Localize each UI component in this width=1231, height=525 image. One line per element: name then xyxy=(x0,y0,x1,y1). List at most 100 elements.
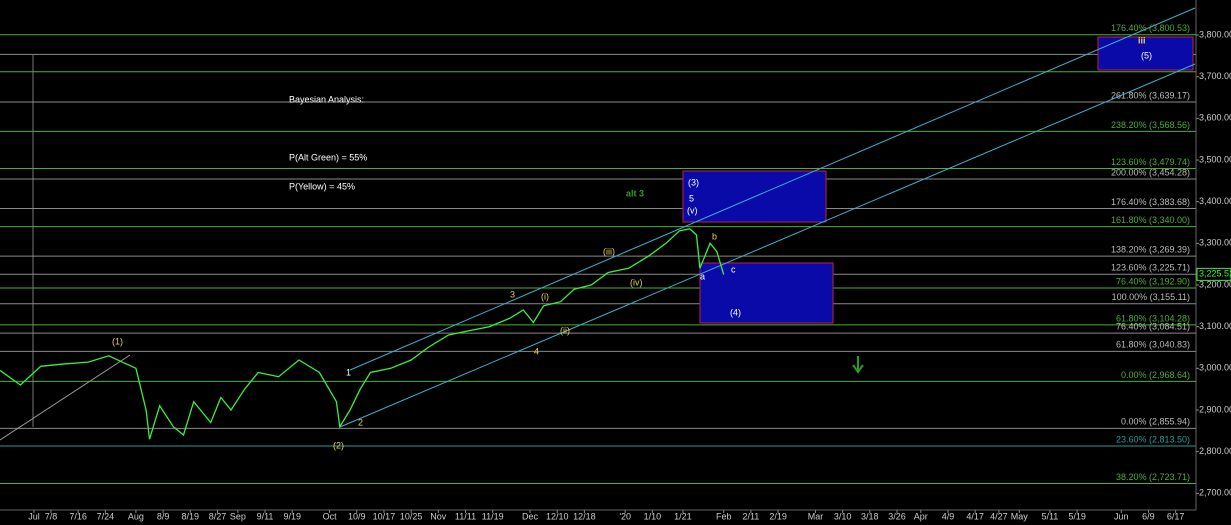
annotation: 4 xyxy=(534,346,539,356)
annotation: (ii) xyxy=(560,325,570,335)
x-tick-label: 2/11 xyxy=(742,511,759,521)
x-tick-label: Oct xyxy=(323,511,338,521)
level-label: 176.40% (3,383.68) xyxy=(1111,197,1190,207)
y-tick-label: 2,900.00 xyxy=(1199,404,1231,414)
x-tick-label: 5/19 xyxy=(1068,511,1086,521)
x-tick-label: May xyxy=(1011,511,1029,521)
annotation: (i) xyxy=(541,291,549,301)
level-label: 76.40% (3,084.51) xyxy=(1116,321,1190,331)
annotation: (iii) xyxy=(603,246,615,256)
x-tick-label: 11/11 xyxy=(455,511,476,521)
x-tick-label: 10/17 xyxy=(373,511,396,521)
y-tick-label: 3,300.00 xyxy=(1199,238,1231,248)
x-tick-label: 6/17 xyxy=(1167,511,1185,521)
x-tick-label: Mar xyxy=(808,511,824,521)
x-tick-label: Aug xyxy=(128,511,144,521)
level-label: 200.00% (3,454.28) xyxy=(1111,167,1190,177)
channel-line xyxy=(349,7,1196,371)
annotation: 3 xyxy=(510,289,515,299)
x-tick-label: Dec xyxy=(522,511,539,521)
annotation: P(Yellow) = 45% xyxy=(289,181,355,191)
level-label: 123.60% (3,479.74) xyxy=(1111,157,1190,167)
level-label: 0.00% (2,968.64) xyxy=(1121,370,1190,380)
level-label: 76.40% (3,192.90) xyxy=(1116,276,1190,286)
level-label: 123.60% (3,225.71) xyxy=(1111,263,1190,273)
x-tick-label: 4/9 xyxy=(942,511,955,521)
x-tick-label: 3/18 xyxy=(861,511,879,521)
x-tick-label: 8/9 xyxy=(157,511,170,521)
annotation: 2 xyxy=(358,417,363,427)
channel-line xyxy=(339,63,1196,428)
annotation: b xyxy=(712,231,717,241)
x-tick-label: 7/24 xyxy=(97,511,115,521)
level-label: 38.20% (2,723.71) xyxy=(1116,472,1190,482)
annotation: (5) xyxy=(1141,50,1152,60)
x-tick-label: 9/11 xyxy=(257,511,274,521)
annotation: a xyxy=(700,271,705,281)
x-tick-label: Apr xyxy=(914,511,928,521)
x-tick-label: 9/19 xyxy=(283,511,301,521)
x-tick-label: 3/10 xyxy=(834,511,852,521)
x-tick-label: 1/10 xyxy=(644,511,662,521)
annotation: 5 xyxy=(689,193,694,203)
price-line xyxy=(0,228,725,440)
y-tick-label: 3,400.00 xyxy=(1199,196,1231,206)
x-tick-label: Feb xyxy=(716,511,732,521)
x-tick-label: 10/25 xyxy=(400,511,423,521)
annotation: Bayesian Analysis: xyxy=(289,94,364,104)
x-tick-label: Nov xyxy=(430,511,447,521)
level-label: 100.00% (3,155.11) xyxy=(1112,292,1190,302)
x-tick-label: 4/27 xyxy=(990,511,1008,521)
annotation: 1 xyxy=(346,367,351,377)
annotation: iii xyxy=(1138,35,1146,45)
price-tag xyxy=(1196,267,1231,281)
y-tick-label: 2,800.00 xyxy=(1199,446,1231,456)
annotation: (2) xyxy=(333,440,344,450)
x-tick-label: 6/9 xyxy=(1142,511,1155,521)
annotation: (3) xyxy=(688,177,699,187)
y-tick-label: 2,700.00 xyxy=(1199,488,1231,498)
y-tick-label: 3,100.00 xyxy=(1199,321,1231,331)
target-box xyxy=(699,262,834,324)
y-tick-label: 3,200.00 xyxy=(1199,279,1231,289)
x-tick-label: 11/19 xyxy=(482,511,504,521)
x-tick-label: 7/8 xyxy=(45,511,58,521)
level-label: 138.20% (3,269.39) xyxy=(1111,244,1190,254)
x-tick-label: 12/10 xyxy=(546,511,569,521)
x-tick-label: Jul xyxy=(28,511,40,521)
level-label: 238.20% (3,568.56) xyxy=(1111,120,1190,130)
plot: Bayesian Analysis: P(Alt Green) = 55% P(Ye… xyxy=(0,35,1152,450)
level-label: 23.60% (2,813.50) xyxy=(1116,434,1190,444)
annotation: P(Alt Green) = 55% xyxy=(289,152,367,162)
annotation: alt 3 xyxy=(626,188,644,198)
x-tick-label: '20 xyxy=(619,511,631,521)
level-label: 0.00% (2,855.94) xyxy=(1121,417,1190,427)
level-label: 61.80% (3,104.28) xyxy=(1116,313,1190,323)
y-tick-label: 3,000.00 xyxy=(1199,363,1231,373)
x-tick-label: 7/16 xyxy=(69,511,87,521)
x-tick-label: 2/19 xyxy=(769,511,787,521)
x-tick-label: Jun xyxy=(1114,511,1129,521)
x-tick-label: 10/9 xyxy=(348,511,366,521)
x-tick-label: 1/21 xyxy=(674,511,692,521)
annotation: (v) xyxy=(687,205,698,215)
annotation: c xyxy=(731,264,736,274)
y-tick-label: 3,800.00 xyxy=(1199,29,1231,39)
annotation: (1) xyxy=(112,336,123,346)
x-tick-label: 12/18 xyxy=(573,511,596,521)
trend-line xyxy=(0,354,131,441)
y-tick-label: 3,500.00 xyxy=(1199,154,1231,164)
annotation: (iv) xyxy=(630,277,643,287)
level-label: 176.40% (3,800.53) xyxy=(1111,23,1190,33)
target-box xyxy=(682,170,827,223)
x-tick-label: 8/27 xyxy=(209,511,227,521)
price-tag-label: 3,225.52 xyxy=(1199,269,1231,279)
arrow xyxy=(852,356,864,374)
x-tick-label: 3/26 xyxy=(888,511,906,521)
x-tick-label: 4/17 xyxy=(966,511,984,521)
x-tick-label: Sep xyxy=(230,511,246,521)
y-tick-label: 3,700.00 xyxy=(1199,71,1231,81)
